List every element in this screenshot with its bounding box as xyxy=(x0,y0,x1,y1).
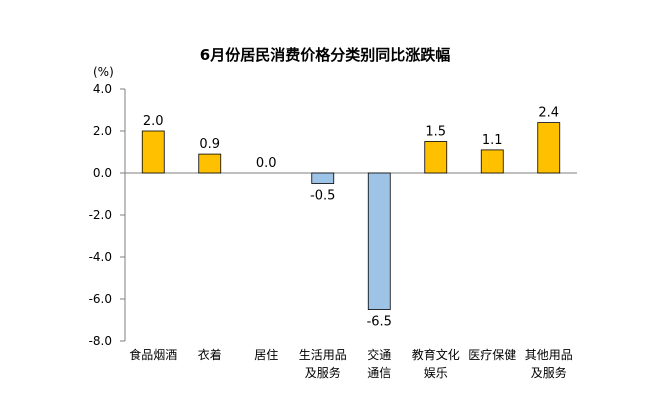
data-label: -6.5 xyxy=(367,315,392,330)
x-tick-label: 交通 xyxy=(367,347,391,362)
bar xyxy=(367,172,391,310)
data-label: 2.0 xyxy=(143,114,164,129)
x-tick-label: 生活用品 xyxy=(299,348,347,362)
bar xyxy=(424,141,448,174)
x-tick-label: 居住 xyxy=(254,348,278,362)
data-label: 2.4 xyxy=(538,106,559,121)
data-label: 0.9 xyxy=(199,137,220,152)
y-tick-label: -4.0 xyxy=(89,250,112,264)
y-tick-label: -6.0 xyxy=(89,292,112,306)
x-tick-label: 衣着 xyxy=(198,347,222,362)
y-tick-label: 4.0 xyxy=(93,82,112,96)
bar xyxy=(198,153,222,174)
x-tick-label: 食品烟酒 xyxy=(129,347,177,362)
x-tick-label: 及服务 xyxy=(305,365,341,380)
x-tick-label: 医疗保健 xyxy=(468,348,516,362)
bar xyxy=(537,122,561,174)
bars xyxy=(141,122,561,310)
y-tick-label: 2.0 xyxy=(93,124,112,138)
axes: (%) 4.0 2.0 0.0 -2.0 -4.0 -6.0 -8.0 xyxy=(89,65,577,348)
data-label: 1.5 xyxy=(425,125,446,140)
x-tick-label: 通信 xyxy=(367,366,391,380)
bar xyxy=(141,130,165,174)
bar xyxy=(480,149,504,174)
x-tick-label: 及服务 xyxy=(531,365,567,380)
data-label: 0.0 xyxy=(256,156,277,171)
x-tick-label: 教育文化 xyxy=(412,347,460,362)
x-tick-label: 娱乐 xyxy=(424,366,448,380)
y-tick-label: 0.0 xyxy=(93,166,112,180)
bar xyxy=(311,172,335,184)
data-label: -0.5 xyxy=(310,189,335,204)
data-label: 1.1 xyxy=(482,133,503,148)
y-unit-label: (%) xyxy=(93,65,114,79)
chart-title: 6月份居民消费价格分类别同比涨跌幅 xyxy=(199,46,451,64)
y-tick-label: -2.0 xyxy=(89,208,112,222)
y-tick-label: -8.0 xyxy=(89,334,112,348)
x-tick-label: 其他用品 xyxy=(525,348,573,362)
